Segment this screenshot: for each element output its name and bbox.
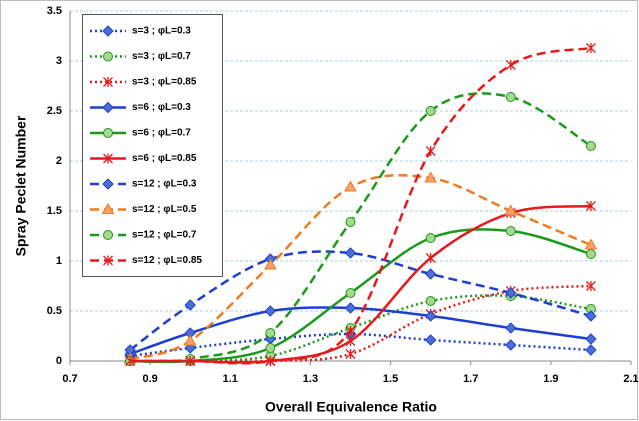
marker <box>345 349 356 359</box>
marker <box>585 281 596 291</box>
marker <box>505 226 516 236</box>
y-tick-label: 1 <box>56 255 62 267</box>
y-tick-label: 0.5 <box>47 305 62 317</box>
legend-marker <box>103 77 113 87</box>
legend-marker <box>103 128 113 138</box>
y-tick-label: 2.5 <box>47 105 62 117</box>
x-tick-label: 1.3 <box>303 373 318 385</box>
marker <box>185 356 196 366</box>
marker <box>585 249 596 259</box>
marker <box>425 106 436 116</box>
legend-label: s=12 ; φL=0.3 <box>132 179 197 190</box>
marker <box>345 217 356 227</box>
y-tick-label: 3 <box>56 55 62 67</box>
y-tick-label: 1.5 <box>47 205 62 217</box>
marker <box>125 356 136 366</box>
marker <box>585 43 596 53</box>
legend-marker <box>102 178 114 190</box>
x-axis-title: Overall Equivalence Ratio <box>265 399 437 415</box>
legend-label: s=3 ; φL=0.7 <box>132 51 191 62</box>
marker <box>425 253 436 263</box>
marker <box>585 201 596 211</box>
legend-label: s=12 ; φL=0.85 <box>132 255 202 266</box>
marker <box>505 60 516 70</box>
marker <box>263 258 277 270</box>
legend-marker <box>103 230 113 240</box>
legend-marker <box>103 255 113 266</box>
legend-label: s=3 ; φL=0.85 <box>132 77 197 88</box>
marker <box>424 310 437 322</box>
series-line <box>130 46 592 365</box>
legend-label: s=12 ; φL=0.5 <box>132 204 197 215</box>
legend-marker <box>103 153 113 164</box>
marker <box>345 326 356 336</box>
x-tick-label: 1.9 <box>543 373 558 385</box>
marker <box>265 356 276 366</box>
marker <box>505 339 517 351</box>
marker <box>184 299 196 311</box>
legend-marker <box>103 51 113 62</box>
marker <box>504 204 518 216</box>
x-tick-label: 1.7 <box>463 373 478 385</box>
marker <box>585 310 597 322</box>
marker <box>425 233 436 243</box>
marker <box>425 146 436 156</box>
marker <box>425 296 436 306</box>
marker <box>424 268 437 280</box>
marker <box>344 247 357 259</box>
marker <box>585 141 596 151</box>
marker <box>424 171 438 183</box>
marker <box>344 180 357 192</box>
y-tick-label: 0 <box>56 355 62 367</box>
marker <box>265 328 276 338</box>
marker <box>585 333 597 345</box>
marker <box>264 305 277 317</box>
legend-marker <box>102 101 114 114</box>
x-tick-label: 1.1 <box>223 373 238 385</box>
marker <box>505 287 517 299</box>
marker <box>585 344 597 356</box>
y-axis-title: Spray Peclet Number <box>13 115 29 256</box>
y-tick-label: 3.5 <box>47 5 62 17</box>
legend-label: s=6 ; φL=0.85 <box>132 153 197 164</box>
marker <box>584 238 598 250</box>
legend-label: s=6 ; φL=0.3 <box>132 102 191 113</box>
marker <box>505 322 517 334</box>
legend-label: s=12 ; φL=0.7 <box>132 230 197 241</box>
marker <box>265 343 276 353</box>
marker <box>505 92 516 102</box>
legend-label: s=3 ; φL=0.3 <box>132 26 191 37</box>
legend: s=3 ; φL=0.3 s=3 ; φL=0.7 s=3 ; φL=0.85 s=6… <box>82 14 223 277</box>
marker <box>345 336 356 346</box>
legend-marker <box>102 25 114 37</box>
marker <box>345 288 356 298</box>
y-tick-label: 2 <box>56 155 62 167</box>
x-tick-label: 0.9 <box>142 373 157 385</box>
x-tick-label: 1.5 <box>383 373 398 385</box>
x-tick-label: 2.1 <box>623 373 638 385</box>
x-tick-label: 0.7 <box>62 373 77 385</box>
legend-marker <box>101 203 115 214</box>
marker <box>183 334 197 346</box>
marker <box>424 334 437 346</box>
legend-label: s=6 ; φL=0.7 <box>132 128 191 139</box>
marker <box>344 302 357 314</box>
